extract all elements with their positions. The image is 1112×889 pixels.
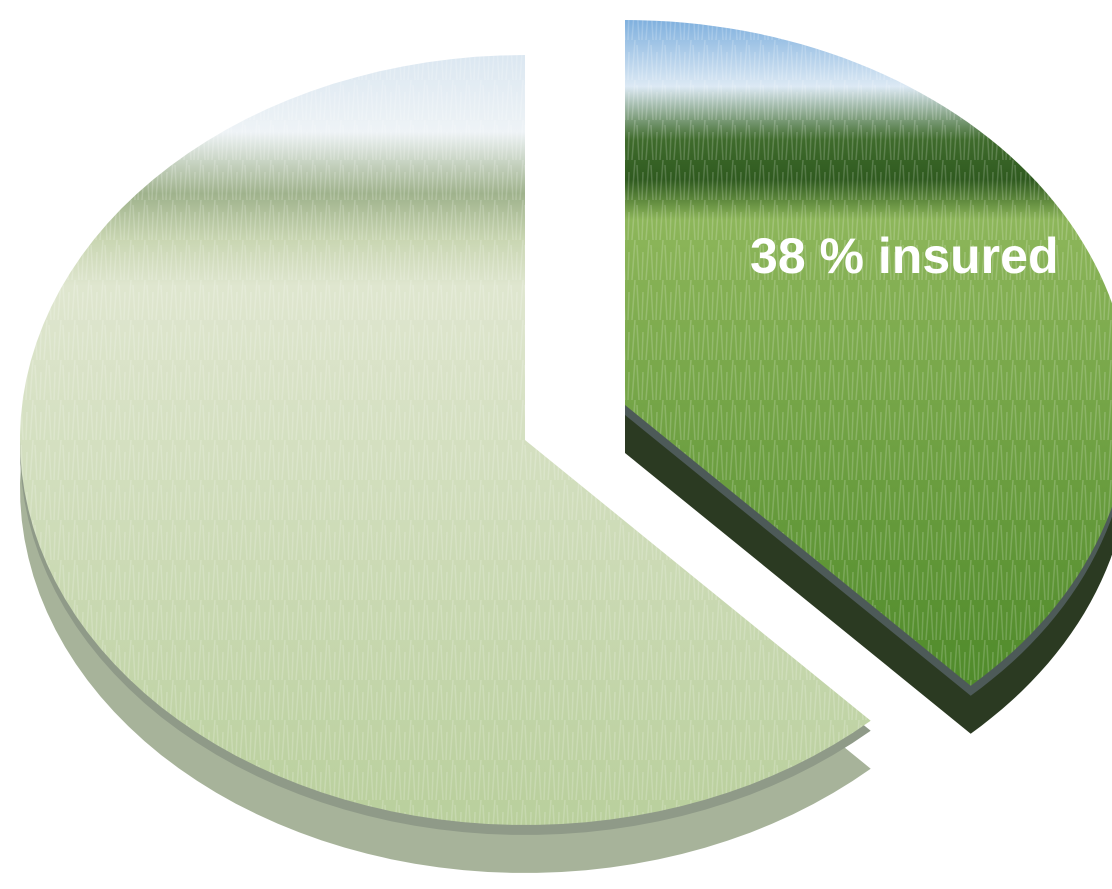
data-label: 38 % insured xyxy=(750,228,1058,284)
slice-texture xyxy=(625,20,1112,686)
slice-texture xyxy=(20,55,871,825)
